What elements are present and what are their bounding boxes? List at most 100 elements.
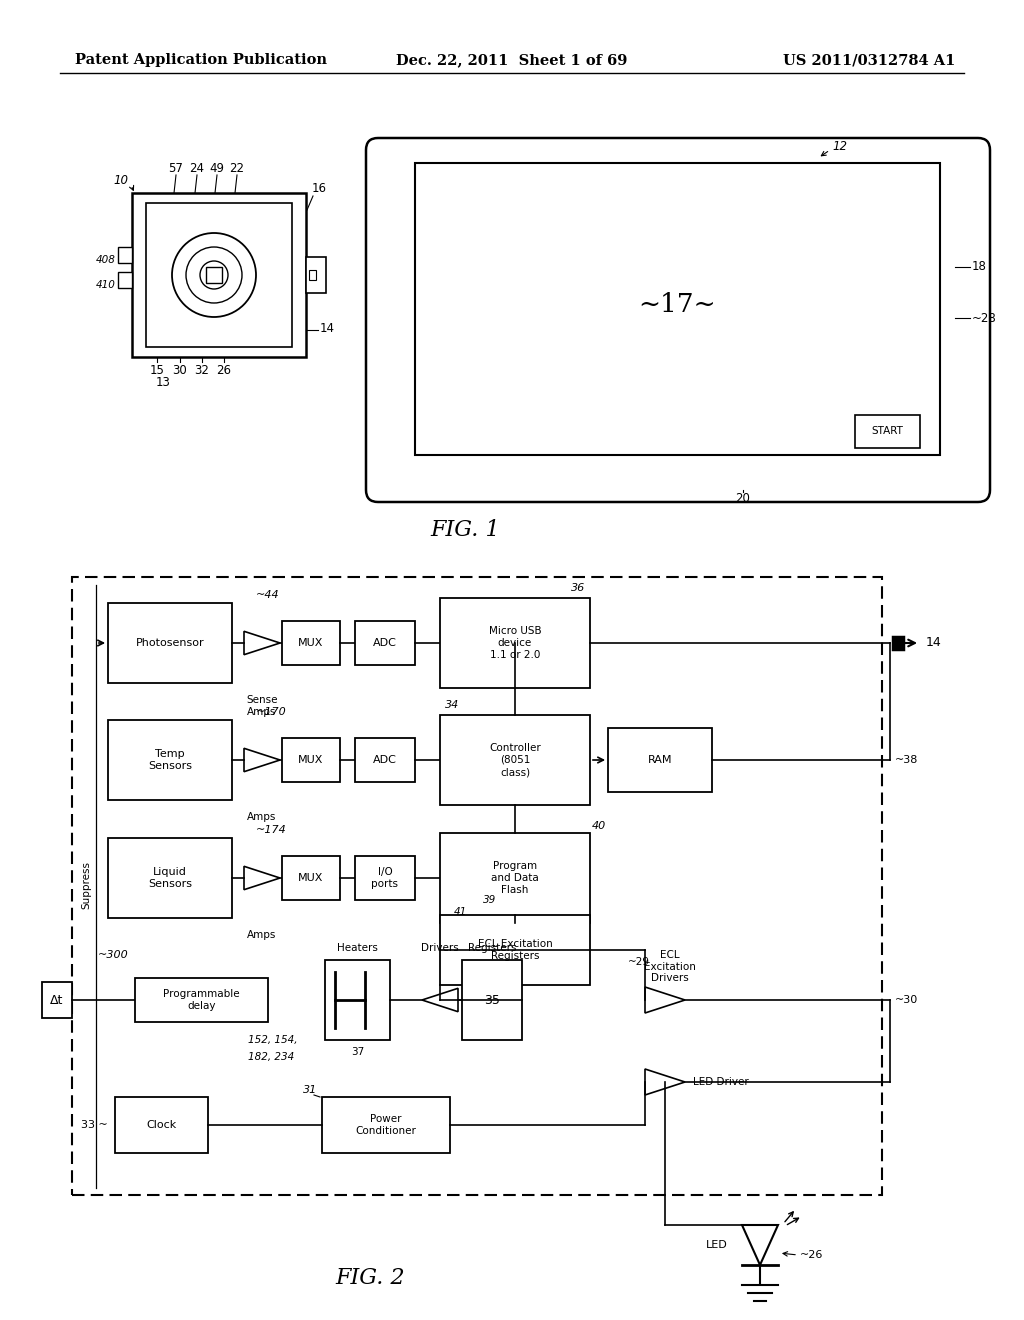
Text: 30: 30: [173, 363, 187, 376]
Text: START: START: [871, 426, 903, 437]
Bar: [132, 193, 306, 356]
Text: Clock: Clock: [146, 1119, 176, 1130]
Text: 24: 24: [189, 161, 205, 174]
Text: FIG. 2: FIG. 2: [335, 1267, 404, 1290]
Text: Controller
(8051
class): Controller (8051 class): [489, 743, 541, 777]
Text: Amps: Amps: [248, 931, 276, 940]
Circle shape: [200, 261, 228, 289]
Text: ~28: ~28: [972, 312, 996, 325]
Text: ADC: ADC: [373, 755, 397, 766]
Bar: [108, 838, 232, 917]
Text: 31: 31: [303, 1085, 317, 1096]
Bar: [282, 620, 340, 665]
Text: ~29: ~29: [628, 957, 650, 968]
Text: ECL
Excitation
Drivers: ECL Excitation Drivers: [644, 950, 696, 983]
Text: 32: 32: [195, 363, 210, 376]
Text: MUX: MUX: [298, 873, 324, 883]
Text: ADC: ADC: [373, 638, 397, 648]
Text: 408: 408: [96, 255, 116, 265]
Text: 14: 14: [926, 636, 942, 649]
Text: 16: 16: [312, 181, 327, 194]
Text: ~38: ~38: [895, 755, 919, 766]
Text: ~174: ~174: [256, 825, 287, 836]
Bar: [118, 247, 132, 263]
Text: ~300: ~300: [98, 950, 129, 960]
Text: MUX: MUX: [298, 755, 324, 766]
Text: Registers: Registers: [468, 942, 516, 953]
Text: ~26: ~26: [800, 1250, 823, 1261]
Text: 39: 39: [483, 895, 497, 906]
Text: Power
Conditioner: Power Conditioner: [355, 1114, 417, 1137]
Text: Photosensor: Photosensor: [136, 638, 205, 648]
Text: ~30: ~30: [895, 995, 919, 1005]
Bar: [206, 267, 222, 282]
Text: 152, 154,: 152, 154,: [248, 1035, 298, 1045]
Bar: [306, 257, 326, 293]
Bar: [440, 715, 590, 805]
Bar: [118, 272, 132, 288]
Text: 12: 12: [831, 140, 847, 153]
Bar: [325, 960, 390, 1040]
Text: Amps: Amps: [248, 812, 276, 822]
Bar: [355, 855, 415, 900]
Text: 26: 26: [216, 363, 231, 376]
Text: 41: 41: [454, 907, 467, 917]
Bar: [309, 271, 316, 280]
Bar: [608, 729, 712, 792]
Text: LED: LED: [707, 1239, 728, 1250]
Text: US 2011/0312784 A1: US 2011/0312784 A1: [782, 53, 955, 67]
Text: ~170: ~170: [256, 708, 287, 717]
Text: I/O
ports: I/O ports: [372, 867, 398, 890]
Text: Suppress: Suppress: [81, 861, 91, 909]
Text: Micro USB
device
1.1 or 2.0: Micro USB device 1.1 or 2.0: [488, 626, 542, 660]
Text: Patent Application Publication: Patent Application Publication: [75, 53, 327, 67]
Bar: [282, 855, 340, 900]
Text: 22: 22: [229, 161, 245, 174]
Bar: [108, 603, 232, 682]
Bar: [72, 577, 882, 1195]
Text: 49: 49: [210, 161, 224, 174]
Text: 33 ~: 33 ~: [81, 1119, 108, 1130]
Text: Programmable
delay: Programmable delay: [163, 989, 240, 1011]
Bar: [440, 915, 590, 985]
Text: 34: 34: [445, 700, 459, 710]
Text: Drivers: Drivers: [421, 942, 459, 953]
Text: 410: 410: [96, 280, 116, 290]
Bar: [322, 1097, 450, 1152]
Text: ~44: ~44: [256, 590, 280, 601]
Text: Dec. 22, 2011  Sheet 1 of 69: Dec. 22, 2011 Sheet 1 of 69: [396, 53, 628, 67]
Bar: [42, 982, 72, 1018]
Text: ~17~: ~17~: [638, 293, 716, 318]
Text: 18: 18: [972, 260, 987, 273]
Circle shape: [186, 247, 242, 304]
Text: 36: 36: [570, 583, 585, 593]
Text: LED Driver: LED Driver: [693, 1077, 749, 1086]
Bar: [893, 638, 903, 649]
Bar: [135, 978, 268, 1022]
Bar: [415, 162, 940, 455]
Text: 37: 37: [351, 1047, 365, 1057]
Text: Program
and Data
Flash: Program and Data Flash: [492, 861, 539, 895]
Bar: [115, 1097, 208, 1152]
Text: Liquid
Sensors: Liquid Sensors: [148, 867, 193, 890]
Text: Δt: Δt: [50, 994, 63, 1006]
Text: 14: 14: [319, 322, 335, 334]
Bar: [440, 598, 590, 688]
Text: MUX: MUX: [298, 638, 324, 648]
Bar: [108, 719, 232, 800]
Text: 40: 40: [592, 821, 606, 832]
Bar: [462, 960, 522, 1040]
Text: 10: 10: [113, 174, 128, 187]
Bar: [355, 620, 415, 665]
Circle shape: [172, 234, 256, 317]
Text: Temp
Sensors: Temp Sensors: [148, 748, 193, 771]
Text: 15: 15: [150, 363, 165, 376]
Bar: [282, 738, 340, 781]
Bar: [440, 833, 590, 923]
Text: RAM: RAM: [648, 755, 672, 766]
Bar: [355, 738, 415, 781]
FancyBboxPatch shape: [366, 139, 990, 502]
Text: Sense
Amps: Sense Amps: [246, 696, 278, 717]
Text: Heaters: Heaters: [337, 942, 378, 953]
Bar: [855, 414, 920, 447]
